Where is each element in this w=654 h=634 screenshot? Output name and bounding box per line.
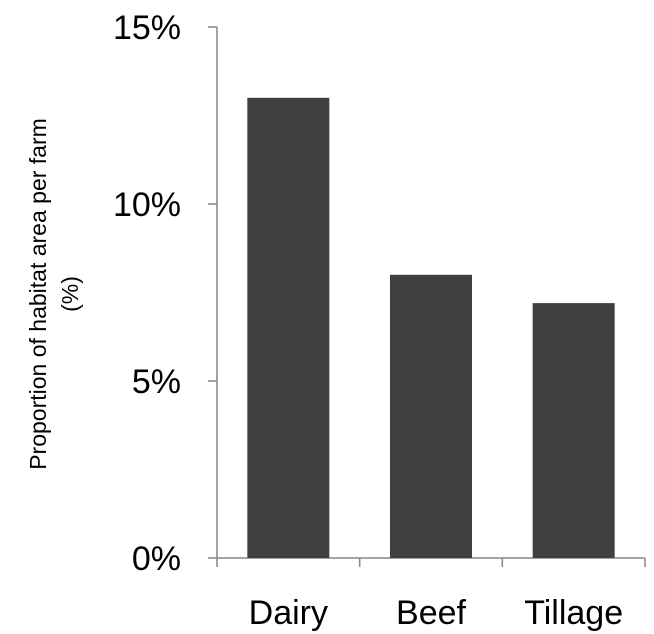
y-axis-label-line-1: Proportion of habitat area per farm <box>25 118 51 470</box>
bar-tillage <box>532 303 615 558</box>
ticks: 0% 5% 10% 15% Dairy Beef Tillage <box>113 9 646 632</box>
x-tick-label: Beef <box>396 594 466 632</box>
y-tick-label: 15% <box>113 9 181 47</box>
bar-dairy <box>247 97 330 559</box>
x-tick-label: Dairy <box>249 594 328 632</box>
y-axis-label: Proportion of habitat area per farm (%) <box>25 118 83 470</box>
bar-beef <box>390 274 472 558</box>
x-tick-label: Tillage <box>524 594 623 632</box>
y-tick-label: 10% <box>113 186 181 224</box>
y-tick-label: 5% <box>132 363 181 401</box>
y-tick-label: 0% <box>132 540 181 578</box>
y-axis-label-line-2: (%) <box>57 276 83 312</box>
bars <box>247 97 615 559</box>
